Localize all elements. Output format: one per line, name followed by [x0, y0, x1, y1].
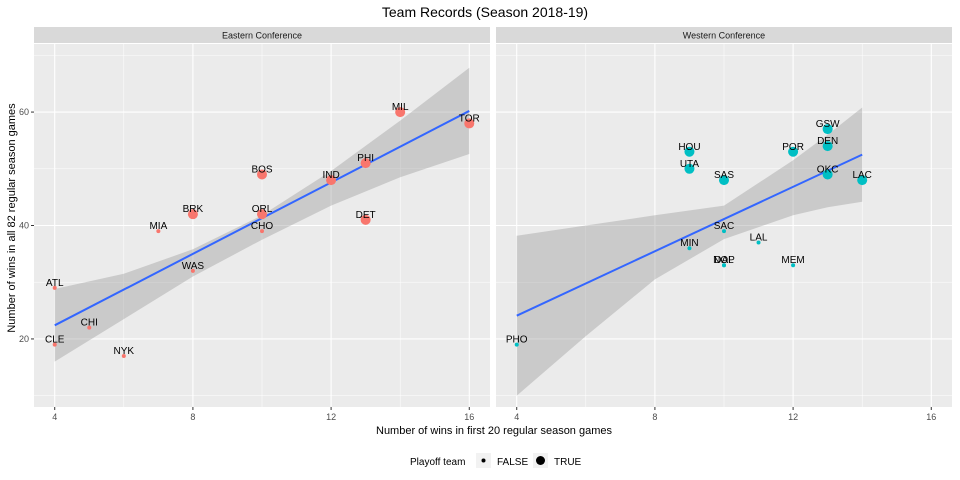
- y-tick-label: 40: [19, 221, 29, 231]
- panel-western-conference: Western Conference 4 8 12 16 PHO MIN HOU UTA SAS S…: [496, 27, 952, 422]
- legend-key-true-dot: [536, 456, 545, 465]
- x-tick-label: 4: [52, 412, 57, 422]
- data-point-brk: [187, 209, 198, 220]
- point-label-orl: ORL: [252, 204, 273, 215]
- point-label-mia: MIA: [149, 221, 167, 232]
- data-point-was: [190, 268, 195, 273]
- point-label-uta: UTA: [680, 159, 700, 170]
- point-label-brk: BRK: [183, 204, 204, 215]
- facet-panels: Eastern Conference 4 8 12 16 20 40 60 ATL CLE CHI N…: [19, 27, 952, 422]
- x-tick-label: 12: [788, 412, 798, 422]
- y-tick-label: 60: [19, 107, 29, 117]
- point-label-was: WAS: [182, 261, 205, 272]
- point-label-gsw: GSW: [816, 119, 840, 130]
- x-tick-label: 16: [926, 412, 936, 422]
- point-label-phi: PHI: [357, 153, 374, 164]
- legend-title: Playoff team: [410, 457, 465, 468]
- point-label-por: POR: [782, 142, 804, 153]
- point-label-cle: CLE: [45, 335, 65, 346]
- data-point-sac: [722, 229, 726, 234]
- panel-eastern-conference: Eastern Conference 4 8 12 16 20 40 60 ATL CLE CHI N…: [19, 27, 490, 422]
- legend-key-false-dot: [481, 458, 486, 463]
- data-point-nop: [722, 263, 726, 268]
- point-label-pho: PHO: [506, 335, 528, 346]
- point-label-mem: MEM: [781, 255, 804, 266]
- confidence-band: [516, 107, 863, 396]
- data-point-cle: [52, 342, 57, 347]
- point-label-dal: DAL: [714, 255, 734, 266]
- data-point-cho: [260, 229, 264, 234]
- point-label-cho: CHO: [251, 221, 273, 232]
- data-point-tor: [464, 118, 475, 129]
- data-point-lac: [857, 175, 868, 186]
- point-label-okc: OKC: [817, 164, 839, 175]
- x-tick-label: 8: [652, 412, 657, 422]
- point-label-ind: IND: [322, 170, 339, 181]
- data-point-den: [822, 141, 833, 152]
- point-label-den: DEN: [817, 136, 838, 147]
- strip-label: Eastern Conference: [222, 31, 302, 41]
- data-point-nyk: [121, 353, 126, 358]
- point-label-sac: SAC: [714, 221, 735, 232]
- data-point-lal: [756, 240, 761, 245]
- regression-line: [516, 153, 863, 317]
- point-label-bos: BOS: [251, 164, 272, 175]
- point-label-nop: NOP: [713, 255, 735, 266]
- strip-background: [34, 27, 490, 43]
- point-label-chi: CHI: [81, 318, 98, 329]
- data-point-okc: [822, 169, 833, 180]
- point-label-hou: HOU: [678, 142, 700, 153]
- x-tick-label: 12: [326, 412, 336, 422]
- y-axis-title: Number of wins in all 82 regular season …: [6, 103, 18, 333]
- data-point-sas: [719, 175, 729, 186]
- data-point-orl: [257, 209, 267, 220]
- data-point-pho: [514, 342, 519, 347]
- legend: Playoff team FALSE TRUE: [410, 453, 582, 468]
- x-tick-label: 16: [464, 412, 474, 422]
- point-label-det: DET: [356, 210, 376, 221]
- strip-label: Western Conference: [683, 31, 765, 41]
- x-tick-label: 8: [190, 412, 195, 422]
- point-label-atl: ATL: [46, 278, 64, 289]
- point-label-lal: LAL: [750, 233, 768, 244]
- legend-label-false: FALSE: [497, 457, 528, 468]
- data-point-uta: [684, 163, 695, 174]
- data-point-mem: [791, 263, 796, 268]
- point-label-mil: MIL: [392, 102, 409, 113]
- point-label-sas: SAS: [714, 170, 734, 181]
- data-point-gsw: [822, 124, 833, 135]
- data-point-phi: [360, 158, 371, 169]
- point-label-min: MIN: [680, 238, 698, 249]
- data-point-bos: [257, 169, 267, 180]
- data-point-chi: [87, 325, 92, 330]
- data-point-hou: [684, 146, 695, 157]
- data-point-atl: [52, 285, 57, 290]
- data-point-mil: [395, 107, 406, 118]
- point-label-lac: LAC: [852, 170, 871, 181]
- data-point-por: [788, 146, 799, 157]
- point-label-tor: TOR: [459, 113, 480, 124]
- x-axis-title: Number of wins in first 20 regular seaso…: [376, 425, 612, 437]
- point-label-nyk: NYK: [114, 346, 135, 357]
- y-tick-label: 20: [19, 334, 29, 344]
- data-point-mia: [156, 229, 161, 234]
- strip-background: [496, 27, 952, 43]
- chart-title: Team Records (Season 2018-19): [382, 4, 588, 20]
- data-point-min: [687, 246, 692, 251]
- x-tick-label: 4: [514, 412, 519, 422]
- confidence-band: [54, 67, 470, 362]
- data-point-ind: [326, 175, 337, 186]
- data-point-det: [360, 214, 371, 225]
- legend-label-true: TRUE: [554, 457, 582, 468]
